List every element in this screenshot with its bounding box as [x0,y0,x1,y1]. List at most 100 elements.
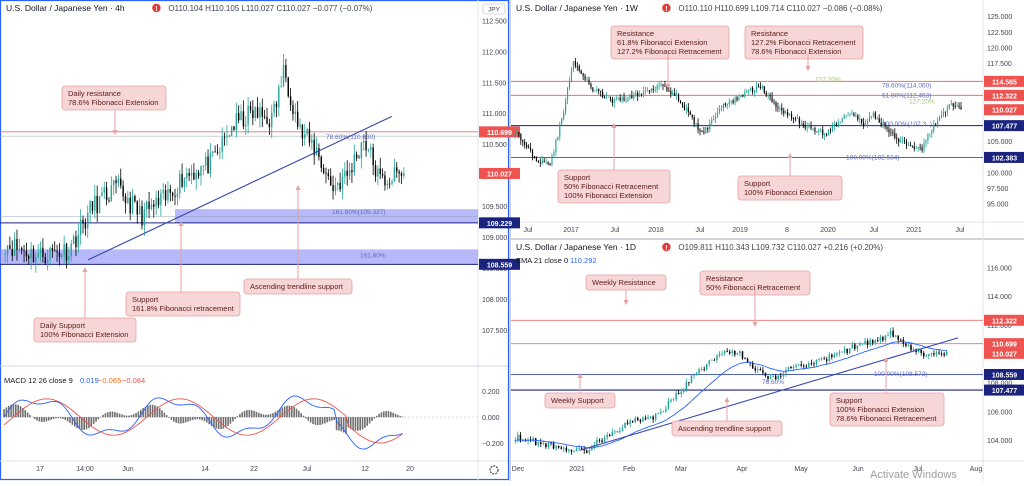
left-candle-body [165,190,166,200]
chart-title: U.S. Dollar / Japanese Yen · 4h [6,3,125,13]
macd-histogram-bar [175,417,177,423]
weekly-candle-body [631,96,632,98]
gear-icon[interactable] [490,466,498,474]
weekly-candle-body [746,91,747,92]
weekly-candle-body [604,98,605,99]
left-candle-body [47,260,48,263]
daily-candle-body [581,448,583,449]
left-candle-body [325,173,326,174]
daily-candle-body [545,443,547,447]
daily-candle-body [668,401,670,409]
alert-icon-glyph: ! [665,245,667,252]
weekly-candle-body [801,124,802,125]
daily-candle-body [836,353,838,355]
left-candle-body [35,258,36,262]
daily-candle-body [571,450,573,452]
macd-histogram-bar [65,417,67,420]
daily-candle-body [601,441,603,442]
daily-candle-body [709,360,711,364]
price-tag-108559-text: 108.559 [487,262,512,269]
note-daily-support-line: Daily Support [40,321,86,330]
daily-candle-body [629,421,631,424]
x-tick-label: Jul [870,227,879,234]
weekly-candle-body [820,130,821,131]
note-weekly-resistance-line: Weekly Resistance [592,278,656,287]
left-candle-body [387,184,388,186]
weekly-candle-body [586,80,587,81]
weekly-candle-body [522,140,523,142]
daily-candle-body [826,359,828,361]
weekly-candle-body [561,119,562,124]
left-candle-body [280,86,281,87]
daily-candle-body [913,349,915,350]
macd-histogram-bar [69,417,71,423]
weekly-candle-body [873,113,874,117]
alert-icon-glyph: ! [665,6,667,13]
y-tick-label: 120.000 [987,45,1012,52]
daily-candle-body [729,352,731,354]
weekly-candle-body [812,128,813,129]
weekly-candle-body [721,109,722,110]
macd-histogram-bar [161,410,163,417]
macd-histogram-bar [355,417,357,431]
weekly-candle-body [678,95,679,101]
weekly-candle-body [941,115,942,118]
fib-label: 161.80%(109.327) [332,209,386,216]
daily-candle-body [578,448,580,449]
weekly-candle-body [785,112,786,113]
left-candle-body [198,173,199,176]
left-candle-body [276,104,277,107]
chart-title: U.S. Dollar / Japanese Yen · 1W [516,3,638,13]
left-candle-body [283,65,284,86]
weekly-candle-body [682,103,683,105]
left-candle-body [252,110,253,118]
fib-label: 100.00%(108.573) [874,371,928,378]
left-panel-frame[interactable] [1,1,509,480]
left-candle-body [217,152,218,153]
macd-histogram-bar [112,412,114,418]
macd-histogram-bar [171,417,173,420]
daily-candle-body [920,350,922,353]
left-candle-body [365,141,366,150]
weekly-candle-body [781,108,782,111]
daily-candle-body [555,446,557,449]
daily-candle-body [599,440,601,441]
left-candle-body [23,250,24,251]
daily-candle-body [851,344,853,348]
left-candle-body [257,107,258,118]
weekly-candle-body [826,134,827,135]
macd-histogram-bar [376,416,378,417]
weekly-candle-body [516,132,517,134]
left-candle-body [347,171,348,176]
weekly-candle-body [532,150,533,156]
support-zone-upper[interactable] [175,209,478,223]
macd-histogram-bar [43,417,45,422]
left-candle-body [304,134,305,138]
left-candle-body [4,254,5,255]
weekly-candle-body [657,86,658,90]
weekly-candle-body [645,91,646,92]
daily-candle-body [841,352,843,353]
y-tick-label: 100.000 [987,170,1012,177]
weekly-candle-body [637,93,638,97]
daily-candle-body [737,353,739,354]
macd-histogram-bar [178,417,180,423]
left-candle-body [118,179,119,184]
left-candle-body [330,176,331,185]
weekly-candle-body [588,80,589,84]
daily-candle-body [576,448,578,451]
macd-histogram-bar [166,415,168,417]
weekly-candle-body [618,98,619,99]
left-candle-body [245,125,246,127]
left-candle-body [56,251,57,252]
left-candle-body [382,174,383,176]
macd-histogram-bar [218,417,220,429]
daily-candle-body [726,351,728,352]
left-candle-body [210,153,211,173]
alert-icon-glyph: ! [155,6,157,13]
y-tick-label: 108.000 [482,297,507,304]
note-support-right-line: Support [744,179,771,188]
weekly-candle-body [849,114,850,115]
macd-histogram-bar [359,417,361,430]
left-candle-body [21,248,22,250]
